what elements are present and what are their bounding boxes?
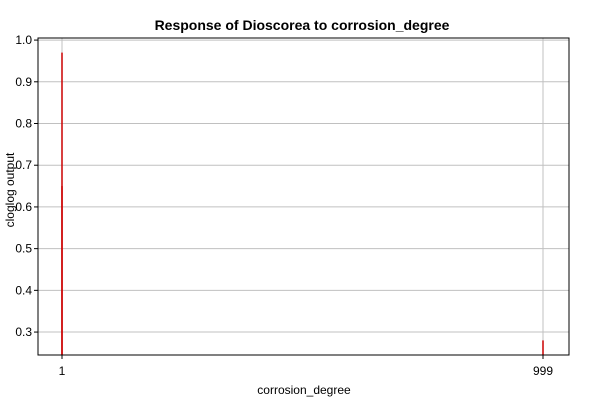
axes-layer: 0.3 0.4 0.5 0.6 0.7 0.8 0.9 1.0 1 999	[15, 33, 570, 378]
y-tick-label: 0.6	[15, 200, 32, 214]
y-axis-label: cloglog output	[3, 152, 17, 227]
y-tick-label: 0.5	[15, 242, 32, 256]
response-bar	[542, 340, 544, 355]
x-tick-label: 999	[533, 364, 553, 378]
bars-layer	[61, 52, 544, 355]
plot-frame	[37, 37, 570, 356]
y-tick-label: 1.0	[15, 33, 32, 47]
y-tick-label: 0.9	[15, 75, 32, 89]
chart-title: Response of Dioscorea to corrosion_degre…	[155, 17, 450, 33]
x-axis-label: corrosion_degree	[257, 383, 351, 397]
y-tick-label: 0.7	[15, 158, 32, 172]
response-bar	[61, 186, 63, 355]
y-tick-label: 0.3	[15, 325, 32, 339]
x-tick-label: 1	[59, 364, 66, 378]
y-tick-label: 0.4	[15, 283, 32, 297]
grid-layer	[38, 38, 569, 355]
y-tick-label: 0.8	[15, 117, 32, 131]
